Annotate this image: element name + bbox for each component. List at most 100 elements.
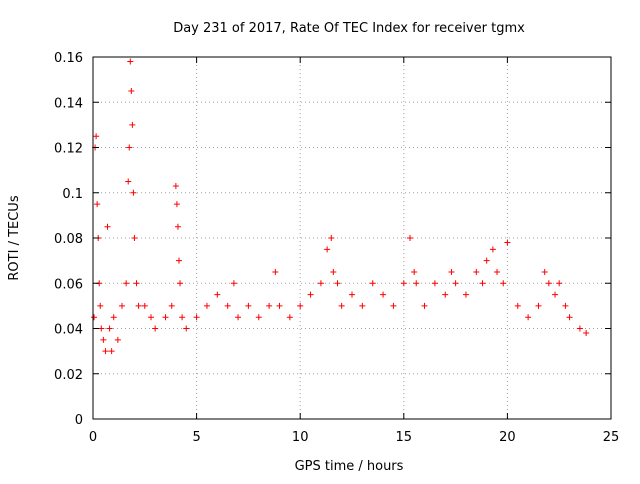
y-tick-label: 0.08 (54, 232, 83, 247)
data-point (411, 268, 418, 275)
x-tick-label: 20 (499, 430, 516, 445)
data-point (94, 201, 101, 208)
data-point (123, 280, 130, 287)
data-point (230, 280, 237, 287)
data-point (104, 223, 111, 230)
data-point (266, 302, 273, 309)
data-point (338, 302, 345, 309)
data-point (500, 280, 507, 287)
data-point (286, 314, 293, 321)
data-point (129, 121, 136, 128)
grid-lines (93, 57, 611, 419)
data-point (130, 189, 137, 196)
data-point (126, 144, 133, 151)
data-point (413, 280, 420, 287)
data-point (119, 302, 126, 309)
data-point (193, 314, 200, 321)
data-point (174, 223, 181, 230)
data-point (448, 268, 455, 275)
data-point (255, 314, 262, 321)
data-point (272, 268, 279, 275)
data-point (127, 58, 134, 65)
data-point (168, 302, 175, 309)
data-point (369, 280, 376, 287)
data-point (297, 302, 304, 309)
x-tick-label: 5 (192, 430, 200, 445)
data-point (245, 302, 252, 309)
data-point (108, 348, 115, 355)
data-point (307, 291, 314, 298)
data-point (276, 302, 283, 309)
data-point (390, 302, 397, 309)
data-point (110, 314, 117, 321)
data-point (462, 291, 469, 298)
data-point (98, 325, 105, 332)
data-point (359, 302, 366, 309)
data-point (576, 325, 583, 332)
data-point (125, 178, 132, 185)
y-tick-label: 0.1 (62, 187, 83, 202)
data-point (214, 291, 221, 298)
data-point (91, 314, 98, 321)
data-point (400, 280, 407, 287)
data-point (489, 246, 496, 253)
data-point (173, 201, 180, 208)
data-point (452, 280, 459, 287)
data-point (552, 291, 559, 298)
data-point (131, 235, 138, 241)
data-point (148, 314, 155, 321)
data-point (183, 325, 190, 332)
x-axis-label: GPS time / hours (295, 459, 404, 474)
y-tick-label: 0.06 (54, 277, 83, 292)
data-point (162, 314, 169, 321)
data-point (545, 280, 552, 287)
data-point (407, 235, 414, 241)
data-point (334, 280, 341, 287)
data-point (566, 314, 573, 321)
data-point (172, 182, 179, 189)
y-axis-label: ROTI / TECUs (7, 195, 22, 280)
x-tick-label: 25 (603, 430, 620, 445)
data-point (473, 268, 480, 275)
data-point (93, 133, 100, 140)
data-point (106, 325, 113, 332)
data-point (330, 268, 337, 275)
y-tick-label: 0.12 (54, 142, 83, 157)
data-point (175, 257, 182, 264)
data-point (479, 280, 486, 287)
data-point (556, 280, 563, 287)
x-tick-label: 15 (396, 430, 413, 445)
data-point (133, 280, 140, 287)
y-tick-label: 0.16 (54, 51, 83, 66)
data-point (349, 291, 355, 298)
data-point (583, 330, 590, 337)
data-point (483, 257, 490, 264)
data-point (494, 268, 501, 275)
data-point (100, 336, 107, 343)
data-point (317, 280, 324, 287)
data-point (525, 314, 532, 321)
x-tick-label: 0 (89, 430, 97, 445)
data-point (128, 87, 135, 94)
data-point (380, 291, 387, 298)
data-point (324, 246, 331, 253)
data-point (179, 314, 186, 321)
y-tick-label: 0.04 (54, 323, 83, 338)
data-point (562, 302, 569, 309)
data-point (177, 280, 184, 287)
y-tick-label: 0 (75, 413, 83, 428)
data-point (235, 314, 242, 321)
data-point (102, 348, 109, 355)
data-points (91, 58, 590, 355)
data-point (135, 302, 142, 309)
data-point (421, 302, 428, 309)
data-point (141, 302, 148, 309)
y-tick-label: 0.14 (54, 96, 83, 111)
data-point (514, 302, 521, 309)
y-tick-label: 0.02 (54, 368, 83, 383)
data-point (504, 239, 511, 246)
x-tick-label: 10 (292, 430, 309, 445)
